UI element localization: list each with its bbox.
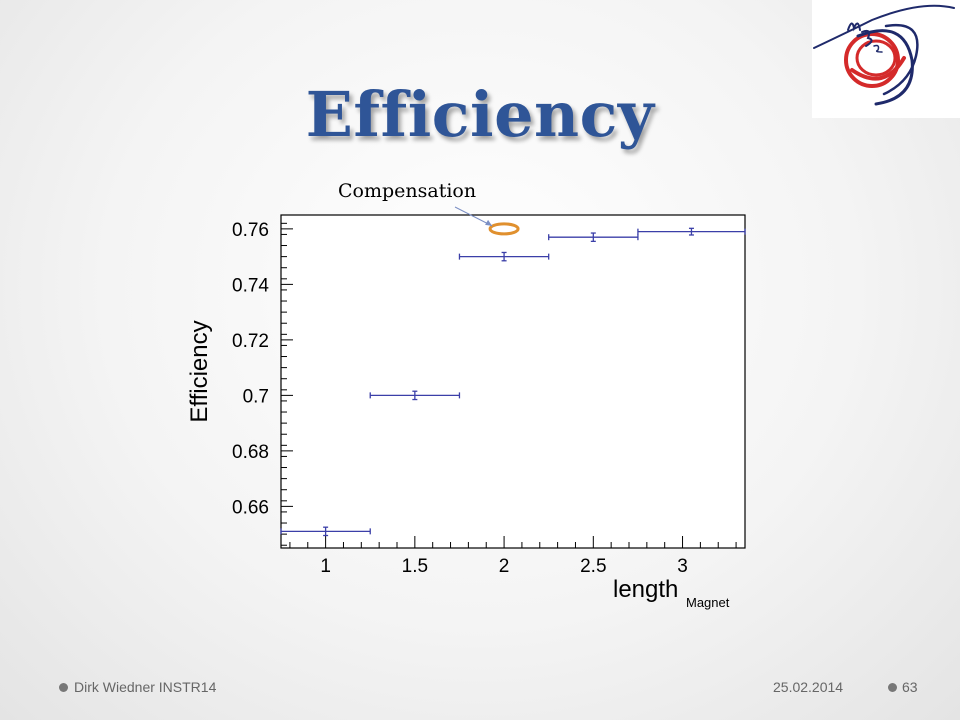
plot-frame (280, 214, 746, 549)
x-axis-label-subscript: Magnet (686, 595, 730, 610)
slide-title: Efficiency (305, 78, 655, 151)
y-tick-label: 0.72 (232, 331, 269, 352)
y-tick-label: 0.7 (243, 386, 269, 407)
compensation-arrowhead (485, 219, 493, 226)
mu3e-logo (812, 0, 960, 118)
footer-bullet-right (888, 683, 897, 692)
x-axis-label: length (613, 576, 678, 603)
compensation-highlight (488, 222, 520, 236)
mu3e-logo-icon (813, 4, 955, 106)
y-tick-label: 0.66 (232, 497, 269, 518)
y-tick-label: 0.68 (232, 442, 269, 463)
x-tick-label: 1.5 (402, 556, 428, 577)
y-axis-label: Efficiency (186, 320, 213, 422)
footer-page-number: 63 (902, 679, 918, 695)
compensation-arrow (454, 206, 493, 227)
footer-bullet-left (59, 683, 68, 692)
y-tick-label: 0.74 (232, 275, 269, 296)
footer-author: Dirk Wiedner INSTR14 (74, 679, 217, 695)
x-tick-label: 2 (499, 556, 510, 577)
y-tick-label: 0.76 (232, 220, 269, 241)
footer-date: 25.02.2014 (773, 679, 844, 695)
x-tick-label: 2.5 (580, 556, 606, 577)
x-tick-label: 1 (320, 556, 331, 577)
compensation-label: Compensation (338, 180, 476, 202)
x-tick-label: 3 (677, 556, 688, 577)
